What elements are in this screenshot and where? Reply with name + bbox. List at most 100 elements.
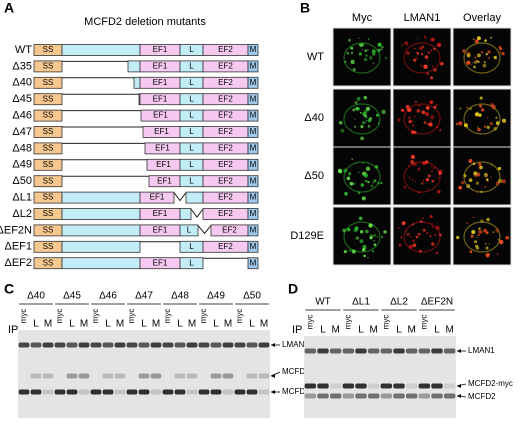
speckle — [413, 58, 417, 62]
band — [90, 342, 102, 348]
speckle — [373, 239, 375, 242]
panel-label: A — [4, 0, 14, 16]
speckle — [410, 154, 415, 159]
band — [304, 383, 317, 389]
speckle — [356, 96, 361, 101]
speckle — [475, 181, 480, 185]
domain-box — [247, 158, 259, 171]
speckle — [401, 108, 405, 112]
speckle — [405, 231, 407, 233]
speckle — [478, 227, 481, 230]
speckle — [470, 234, 474, 238]
band — [405, 348, 418, 354]
speckle — [423, 35, 427, 39]
speckle — [486, 252, 490, 257]
band — [126, 389, 138, 395]
domain-label: SS — [43, 242, 54, 251]
speckle — [495, 228, 500, 233]
lane-label: myc — [55, 309, 64, 324]
construct-name: ΔL1 — [12, 192, 32, 204]
domain-label: L — [189, 111, 194, 120]
speckle — [358, 216, 363, 221]
band — [138, 342, 150, 348]
speckle — [426, 232, 429, 235]
domain-label: EF1 — [155, 144, 170, 153]
band — [54, 342, 66, 348]
speckle — [426, 59, 429, 62]
speckle — [485, 231, 489, 235]
speckle — [365, 121, 367, 123]
speckle — [360, 183, 365, 187]
lane-label: L — [177, 319, 183, 330]
speckle — [427, 51, 430, 54]
domain-box — [33, 175, 63, 188]
band — [210, 389, 222, 395]
domain-label: M — [250, 94, 257, 103]
domain-box — [61, 191, 141, 204]
speckle — [370, 184, 374, 188]
group-label: Δ49 — [207, 291, 225, 302]
lane-label: M — [152, 319, 160, 330]
band — [405, 383, 418, 389]
speckle — [482, 63, 487, 68]
domain-label: EF1 — [153, 45, 168, 54]
speckle — [497, 238, 500, 241]
speckle — [435, 225, 440, 230]
arrow-head — [271, 374, 275, 378]
speckle — [412, 239, 416, 243]
band-label: LMAN1 — [282, 340, 309, 349]
speckle — [417, 169, 419, 172]
speckle — [403, 186, 407, 189]
lane-label: M — [224, 319, 232, 330]
speckle — [414, 180, 417, 183]
band — [443, 393, 456, 399]
band — [380, 348, 393, 354]
speckle — [435, 104, 438, 107]
speckle — [430, 49, 433, 52]
speckle — [480, 219, 484, 223]
column-header: Overlay — [463, 12, 501, 24]
domain-box — [33, 60, 63, 73]
speckle — [484, 186, 487, 188]
band — [150, 389, 162, 395]
group-label: Δ47 — [135, 291, 153, 302]
ip-label: IP — [292, 324, 302, 336]
speckle — [480, 51, 484, 54]
speckle — [371, 250, 375, 253]
speckle — [380, 235, 384, 239]
speckle — [419, 249, 422, 253]
domain-label: EF1 — [156, 160, 171, 169]
domain-label: L — [189, 94, 194, 103]
speckle — [359, 230, 364, 234]
speckle — [495, 121, 500, 125]
speckle — [344, 191, 348, 196]
speckle — [367, 180, 370, 184]
micrograph — [392, 27, 452, 87]
band — [150, 342, 162, 348]
speckle — [497, 166, 502, 171]
cell-outline — [343, 221, 381, 253]
speckle — [472, 162, 476, 166]
cell-outline — [343, 161, 381, 193]
domain-box — [247, 142, 259, 155]
speckle — [355, 237, 357, 240]
band — [367, 393, 380, 399]
lane-label: myc — [381, 315, 390, 330]
panel-title: MCFD2 deletion mutants — [84, 16, 206, 28]
speckle — [440, 62, 444, 66]
lane-label: M — [80, 319, 88, 330]
lane-label: myc — [163, 309, 172, 324]
column-header: LMAN1 — [404, 12, 441, 24]
construct-name: Δ40 — [12, 77, 32, 89]
speckle — [358, 37, 360, 40]
speckle — [377, 42, 382, 47]
speckle — [474, 60, 478, 64]
speckle — [472, 217, 475, 219]
micrograph — [332, 146, 392, 206]
speckle — [369, 234, 374, 239]
band — [367, 383, 380, 389]
domain-box — [33, 76, 63, 89]
speckle — [417, 37, 419, 39]
lane-label: L — [434, 325, 440, 336]
construct-name: Δ35 — [12, 60, 32, 72]
